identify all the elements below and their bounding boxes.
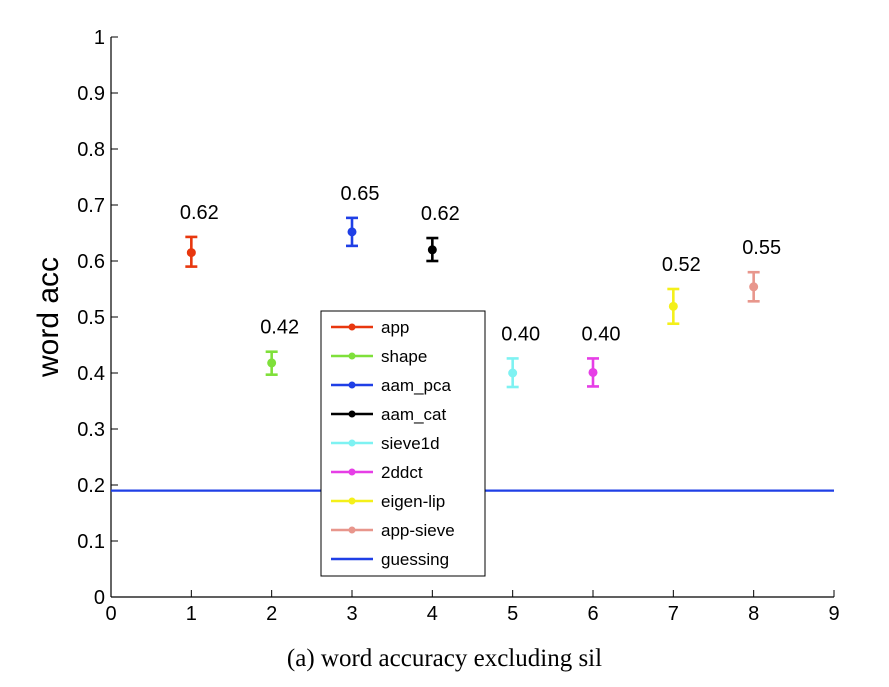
legend-swatch-marker (348, 468, 356, 476)
y-tick-label: 0.2 (77, 475, 105, 497)
x-tick-label: 2 (266, 603, 277, 625)
legend-entry-label: aam_pca (381, 376, 451, 395)
data-label: 0.62 (180, 202, 219, 224)
legend-entry-label: app-sieve (381, 521, 455, 540)
y-tick-label: 0.9 (77, 83, 105, 105)
y-tick-label: 0.6 (77, 251, 105, 273)
data-label: 0.55 (742, 237, 781, 259)
x-tick-label: 6 (587, 603, 598, 625)
legend-swatch-marker (348, 439, 356, 447)
data-point (267, 358, 277, 368)
data-point (347, 227, 357, 237)
data-point (508, 368, 518, 378)
data-label: 0.42 (260, 317, 299, 339)
legend-swatch-marker (348, 381, 356, 389)
y-tick-label: 0.4 (77, 363, 105, 385)
y-tick-label: 0.8 (77, 139, 105, 161)
x-tick-label: 5 (507, 603, 518, 625)
data-label: 0.40 (501, 323, 540, 345)
data-point (427, 245, 437, 255)
y-tick-label: 0.7 (77, 195, 105, 217)
legend-entry-label: guessing (381, 550, 449, 569)
data-point (668, 301, 678, 311)
legend-swatch-marker (348, 352, 356, 360)
y-tick-label: 1 (94, 27, 105, 49)
data-point (186, 248, 196, 258)
legend-entry-label: shape (381, 347, 427, 366)
data-label: 0.52 (662, 254, 701, 276)
y-tick-label: 0.3 (77, 419, 105, 441)
figure-caption: (a) word accuracy excluding sil (286, 645, 603, 672)
x-tick-label: 4 (427, 603, 438, 625)
legend-swatch-marker (348, 323, 356, 331)
x-tick-label: 8 (748, 603, 759, 625)
legend-entry-label: 2ddct (381, 463, 423, 482)
data-label: 0.40 (582, 323, 621, 345)
data-point (588, 367, 598, 377)
data-point (749, 282, 759, 292)
legend-swatch-marker (348, 497, 356, 505)
legend-swatch-marker (348, 410, 356, 418)
x-tick-label: 9 (828, 603, 839, 625)
y-tick-label: 0 (94, 587, 105, 609)
legend-swatch-marker (348, 526, 356, 534)
y-tick-label: 0.5 (77, 307, 105, 329)
legend-entry-label: eigen-lip (381, 492, 445, 511)
data-label: 0.62 (421, 203, 460, 225)
legend-entry-label: app (381, 318, 409, 337)
x-tick-label: 0 (105, 603, 116, 625)
chart: 0 1 2 3 4 5 6 7 8 9 0 0.1 0.2 0.3 0.4 0.5 0.6 0.7 0.8 0.9 1 w… (32, 27, 840, 625)
legend-entry-label: sieve1d (381, 434, 440, 453)
x-tick-label: 1 (186, 603, 197, 625)
y-tick-label: 0.1 (77, 531, 105, 553)
legend-entry-label: aam_cat (381, 405, 446, 424)
x-tick-label: 7 (668, 603, 679, 625)
y-axis-label: word acc (32, 257, 65, 378)
data-label: 0.65 (341, 183, 380, 205)
x-tick-label: 3 (346, 603, 357, 625)
